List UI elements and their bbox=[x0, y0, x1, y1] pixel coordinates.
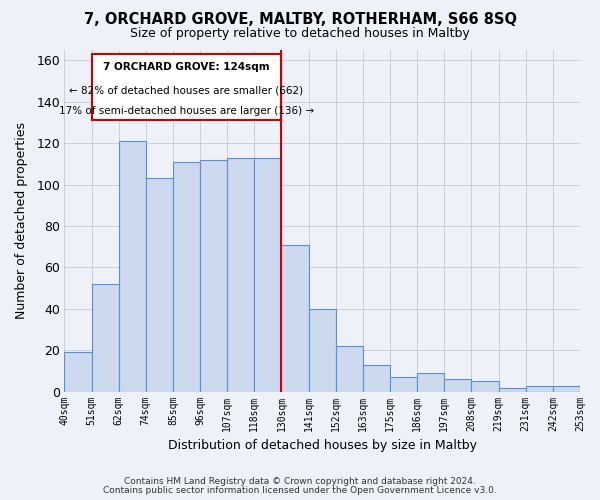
Bar bbox=[417, 373, 445, 392]
Y-axis label: Number of detached properties: Number of detached properties bbox=[15, 122, 28, 320]
Text: ← 82% of detached houses are smaller (662): ← 82% of detached houses are smaller (66… bbox=[70, 85, 304, 95]
Bar bbox=[281, 244, 308, 392]
Bar bbox=[526, 386, 553, 392]
Text: 7 ORCHARD GROVE: 124sqm: 7 ORCHARD GROVE: 124sqm bbox=[103, 62, 270, 72]
Bar bbox=[200, 160, 227, 392]
Bar bbox=[119, 141, 146, 392]
X-axis label: Distribution of detached houses by size in Maltby: Distribution of detached houses by size … bbox=[167, 440, 476, 452]
Bar bbox=[472, 382, 499, 392]
Text: 7, ORCHARD GROVE, MALTBY, ROTHERHAM, S66 8SQ: 7, ORCHARD GROVE, MALTBY, ROTHERHAM, S66… bbox=[83, 12, 517, 28]
Bar bbox=[499, 388, 526, 392]
Bar bbox=[363, 365, 390, 392]
Bar bbox=[146, 178, 173, 392]
Bar bbox=[553, 386, 580, 392]
Text: 17% of semi-detached houses are larger (136) →: 17% of semi-detached houses are larger (… bbox=[59, 106, 314, 116]
Bar bbox=[173, 162, 200, 392]
Bar bbox=[336, 346, 363, 392]
Text: Contains HM Land Registry data © Crown copyright and database right 2024.: Contains HM Land Registry data © Crown c… bbox=[124, 477, 476, 486]
Bar bbox=[227, 158, 254, 392]
Bar bbox=[64, 352, 92, 392]
FancyBboxPatch shape bbox=[92, 54, 281, 120]
Text: Contains public sector information licensed under the Open Government Licence v3: Contains public sector information licen… bbox=[103, 486, 497, 495]
Bar bbox=[445, 380, 472, 392]
Bar bbox=[254, 158, 281, 392]
Bar bbox=[308, 309, 336, 392]
Bar bbox=[92, 284, 119, 392]
Text: Size of property relative to detached houses in Maltby: Size of property relative to detached ho… bbox=[130, 28, 470, 40]
Bar bbox=[390, 378, 417, 392]
